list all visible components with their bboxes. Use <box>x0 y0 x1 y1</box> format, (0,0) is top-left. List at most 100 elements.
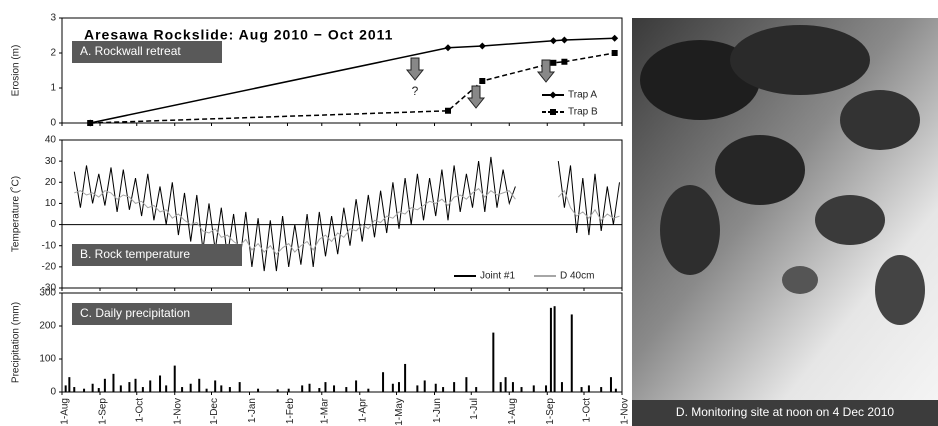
bar <box>65 385 67 392</box>
legend-label: Joint #1 <box>480 271 515 282</box>
bar <box>206 389 208 392</box>
bar <box>165 385 167 392</box>
marker <box>550 60 556 66</box>
bar <box>288 389 290 392</box>
bar <box>198 379 200 392</box>
bar <box>610 377 612 392</box>
arrow <box>407 58 423 80</box>
bar <box>453 382 455 392</box>
panel-label: B. Rock temperature <box>80 247 190 261</box>
x-tick-label: 1-Aug <box>60 398 71 425</box>
bar <box>73 387 75 392</box>
y-axis-label: Erosion (m) <box>11 45 22 97</box>
bar <box>404 364 406 392</box>
bar <box>382 372 384 392</box>
bar <box>615 389 617 392</box>
bar <box>128 382 130 392</box>
marker <box>444 44 451 51</box>
x-tick-label: 1-Jan <box>247 398 258 423</box>
legend-label: D 40cm <box>560 271 594 282</box>
y-tick-label: 100 <box>39 354 56 365</box>
bar <box>561 382 563 392</box>
bar <box>301 385 303 392</box>
bar <box>112 374 114 392</box>
rock <box>730 25 870 95</box>
marker <box>561 37 568 44</box>
rock <box>840 90 920 150</box>
y-tick-label: 200 <box>39 321 56 332</box>
x-tick-label: 1-Apr <box>357 397 368 422</box>
y-tick-label: 30 <box>45 156 57 167</box>
series-line <box>90 53 614 123</box>
y-tick-label: -20 <box>42 261 57 272</box>
arrow <box>468 86 484 108</box>
x-tick-label: 1-Aug <box>507 398 518 425</box>
marker <box>611 35 618 42</box>
bar <box>135 379 137 392</box>
y-axis-label: Precipitation (mm) <box>11 302 22 383</box>
bar <box>571 314 573 392</box>
y-tick-label: 0 <box>50 118 56 129</box>
x-tick-label: 1-Oct <box>582 398 593 423</box>
marker <box>561 59 567 65</box>
marker <box>550 37 557 44</box>
bar <box>581 387 583 392</box>
y-tick-label: 0 <box>50 219 56 230</box>
y-tick-label: 20 <box>45 177 57 188</box>
x-tick-label: 1-Sep <box>98 398 109 425</box>
x-tick-label: 1-Nov <box>620 398 631 425</box>
bar <box>367 389 369 392</box>
y-tick-label: 40 <box>45 135 57 146</box>
rock <box>875 255 925 325</box>
marker <box>479 43 486 50</box>
bar <box>333 385 335 392</box>
bar <box>545 385 547 392</box>
bar <box>345 387 347 392</box>
bar <box>500 382 502 392</box>
x-tick-label: 1-Jun <box>432 398 443 423</box>
y-tick-label: 10 <box>45 198 57 209</box>
bar <box>174 366 176 392</box>
chart-title: Aresawa Rockslide: Aug 2010 − Oct 2011 <box>84 27 393 43</box>
rock <box>782 266 818 294</box>
bar <box>318 388 320 392</box>
bar <box>190 384 192 392</box>
y-tick-label: 2 <box>50 48 56 59</box>
legend-label: Trap B <box>568 107 598 118</box>
rock <box>660 185 720 275</box>
bar <box>239 382 241 392</box>
bar <box>398 382 400 392</box>
marker <box>87 120 93 126</box>
bar <box>309 384 311 392</box>
x-tick-label: 1-Mar <box>319 397 330 424</box>
figure: D. Monitoring site at noon on 4 Dec 2010… <box>0 0 938 426</box>
bar <box>442 387 444 392</box>
bar <box>98 388 100 392</box>
x-tick-label: 1-Oct <box>134 398 145 423</box>
rock <box>715 135 805 205</box>
bar <box>550 308 552 392</box>
bar <box>159 376 161 393</box>
marker <box>612 50 618 56</box>
legend-marker <box>550 109 556 115</box>
bar <box>465 377 467 392</box>
bar <box>149 380 151 392</box>
legend-marker <box>550 92 557 99</box>
y-axis-label: Temperature (˚C) <box>10 176 22 252</box>
legend-label: Trap A <box>568 90 597 101</box>
photo: D. Monitoring site at noon on 4 Dec 2010 <box>632 18 938 426</box>
bar <box>257 389 259 392</box>
y-tick-label: 1 <box>50 83 56 94</box>
annotation: ? <box>412 84 419 98</box>
bar <box>277 389 279 392</box>
bar <box>512 382 514 392</box>
y-tick-label: 300 <box>39 288 56 299</box>
bar <box>554 306 556 392</box>
bar <box>600 387 602 392</box>
marker <box>479 78 485 84</box>
rock <box>815 195 885 245</box>
x-tick-label: 1-Dec <box>209 398 220 425</box>
bar <box>83 389 85 392</box>
bar <box>521 387 523 392</box>
bar <box>104 379 106 392</box>
